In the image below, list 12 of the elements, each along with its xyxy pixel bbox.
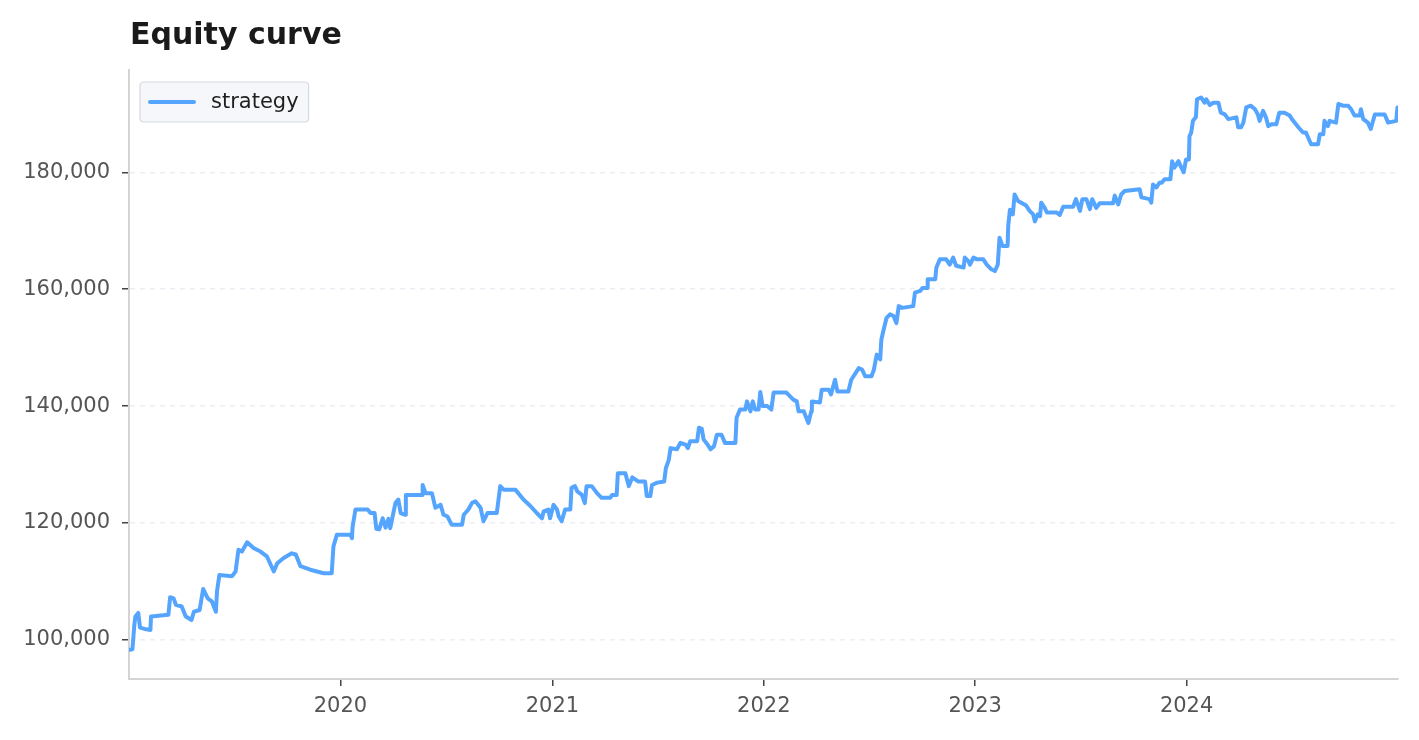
y-tick-label: 160,000 xyxy=(23,275,110,300)
x-tick-label: 2024 xyxy=(1159,693,1214,718)
x-tick-label: 2020 xyxy=(313,693,368,718)
x-tick-label: 2021 xyxy=(525,693,580,718)
chart-title: Equity curve xyxy=(130,16,342,51)
x-tick-label: 2022 xyxy=(737,693,791,718)
x-tick-label: 2023 xyxy=(948,693,1002,718)
y-tick-label: 180,000 xyxy=(23,158,110,183)
y-tick-label: 140,000 xyxy=(23,392,110,417)
y-tick-label: 120,000 xyxy=(23,509,110,534)
y-tick-label: 100,000 xyxy=(23,626,110,651)
legend-label: strategy xyxy=(211,89,299,114)
